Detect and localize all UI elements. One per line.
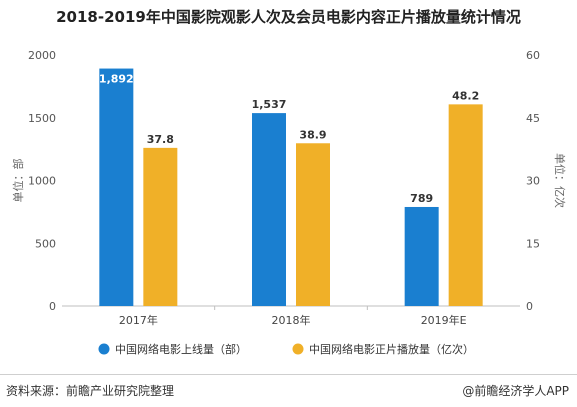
y-tick-label: 2000	[28, 49, 56, 62]
y2-tick-label: 45	[526, 112, 540, 125]
data-label: 38.9	[299, 128, 326, 141]
data-label: 1,892	[99, 73, 134, 86]
chart-title: 2018-2019年中国影院观影人次及会员电影内容正片播放量统计情况	[56, 8, 521, 26]
y2-tick-label: 30	[526, 175, 540, 188]
y2-tick-label: 60	[526, 49, 540, 62]
y-tick-label: 0	[49, 300, 56, 313]
y-tick-label: 500	[35, 237, 56, 250]
bar-online-release-count	[99, 68, 134, 306]
y2-axis-title: 单位：亿次	[553, 153, 567, 208]
legend-label: 中国网络电影正片播放量（亿次）	[309, 342, 474, 356]
x-tick-label: 2019年E	[421, 313, 467, 327]
source-note: 资料来源：前瞻产业研究院整理	[6, 384, 175, 398]
bar-play-count	[296, 143, 330, 306]
data-label: 1,537	[252, 98, 287, 111]
bar-play-count	[448, 104, 483, 306]
footer-divider	[0, 374, 577, 375]
y-tick-label: 1000	[28, 175, 56, 188]
legend-label: 中国网络电影上线量（部）	[115, 342, 247, 356]
legend-marker	[98, 343, 110, 355]
y2-tick-label: 15	[526, 237, 540, 250]
x-tick-label: 2018年	[272, 313, 311, 327]
data-label: 37.8	[147, 133, 174, 146]
bar-play-count	[143, 147, 178, 306]
y-tick-label: 1500	[28, 112, 56, 125]
data-label: 789	[410, 192, 433, 205]
bar-online-release-count	[252, 113, 286, 306]
data-label: 48.2	[452, 89, 479, 102]
y-axis-title: 单位：部	[11, 159, 25, 203]
bar-online-release-count	[404, 206, 439, 306]
y2-tick-label: 0	[526, 300, 533, 313]
brand-credit: @前瞻经济学人APP	[462, 384, 569, 398]
legend-marker	[292, 343, 304, 355]
x-tick-label: 2017年	[119, 313, 158, 327]
